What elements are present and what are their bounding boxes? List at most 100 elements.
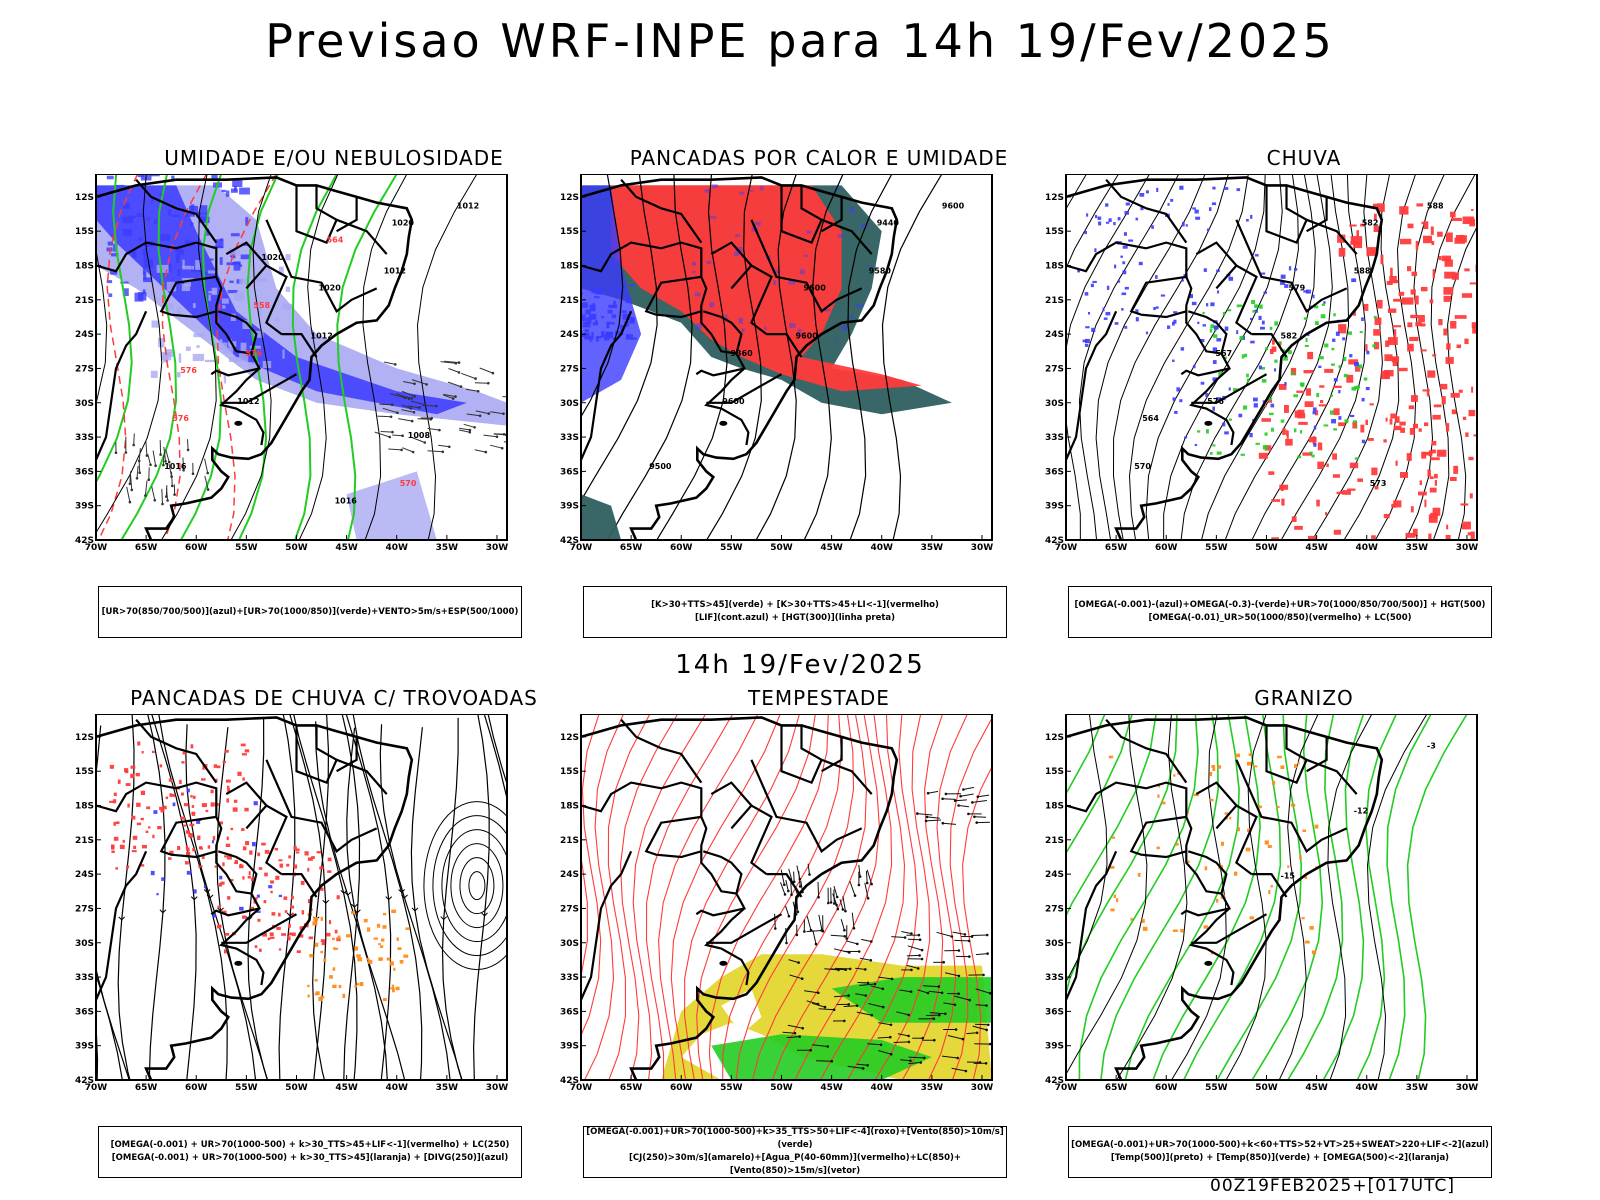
contour-line <box>1356 714 1398 1080</box>
field-cell <box>1114 264 1117 269</box>
lon-tick-label: 35W <box>1406 543 1429 553</box>
wind-vector-head <box>907 1013 910 1017</box>
field-cell <box>264 849 270 854</box>
field-cell <box>1318 365 1322 368</box>
field-cell <box>1357 478 1363 482</box>
lat-tick-label: 33S <box>560 433 579 443</box>
wind-vector-head <box>478 414 482 418</box>
field-cell <box>279 863 283 868</box>
wind-vector-head <box>476 389 480 393</box>
field-cell <box>867 265 872 269</box>
field-cell <box>1116 898 1119 903</box>
coastline <box>96 716 414 1080</box>
wind-vector <box>489 444 503 449</box>
field-cell <box>1467 532 1471 536</box>
field-cell <box>1227 309 1232 312</box>
field-cell <box>138 237 144 241</box>
contour-label: 564 <box>327 236 344 245</box>
wind-vector-head <box>857 950 861 953</box>
wind-vector-head <box>795 933 799 937</box>
field-cell <box>286 863 290 867</box>
field-cell <box>585 309 591 315</box>
wind-vector <box>947 1035 964 1040</box>
field-cell <box>323 958 327 963</box>
field-cell <box>141 844 147 849</box>
lon-tick-label: 70W <box>85 543 108 553</box>
field-cell <box>195 260 201 270</box>
field-cell <box>1393 280 1399 283</box>
field-cell <box>159 806 164 810</box>
stream-arrow <box>385 896 393 901</box>
contour-line <box>1066 174 1119 270</box>
field-cell <box>177 269 181 277</box>
field-cell <box>1465 432 1469 437</box>
map-frame <box>95 713 508 1081</box>
field-cell <box>397 947 402 950</box>
wind-vector-head <box>830 1059 834 1063</box>
wind-vector-head <box>889 1052 893 1056</box>
field-cell <box>366 957 370 960</box>
field-cell <box>1130 917 1133 921</box>
field-cell <box>224 949 227 954</box>
field-cell <box>239 906 244 911</box>
field-cell <box>1402 297 1414 305</box>
field-cell <box>291 932 296 937</box>
field-cell <box>338 984 342 989</box>
wind-vector <box>411 437 425 443</box>
humidity-mid-area <box>346 471 437 540</box>
field-cell <box>1103 317 1108 320</box>
field-cell <box>1343 356 1347 362</box>
wind-vector <box>383 361 396 365</box>
field-cell <box>1181 279 1184 282</box>
field-cell <box>217 342 228 350</box>
field-cell <box>1449 477 1457 481</box>
field-cell <box>293 864 298 869</box>
lon-tick-label: 50W <box>1255 543 1278 553</box>
field-cell <box>1398 291 1405 296</box>
wind-vector-head <box>844 968 847 971</box>
contour-label: 1012 <box>457 201 479 210</box>
field-cell <box>1472 326 1477 334</box>
lon-tick-label: 70W <box>570 1083 593 1093</box>
wind-vector-head <box>968 955 971 958</box>
lon-tick-label: 40W <box>1356 543 1379 553</box>
field-cell <box>1094 248 1097 253</box>
contour-line <box>607 714 651 1080</box>
wind-vector <box>438 444 450 448</box>
wind-vector-head <box>944 792 948 796</box>
political-border <box>159 275 217 319</box>
political-border <box>1265 725 1358 795</box>
field-cell <box>1374 485 1379 490</box>
field-cell <box>396 937 399 941</box>
field-cell <box>199 846 203 850</box>
political-border <box>1306 196 1328 233</box>
wind-vector-head <box>843 935 847 938</box>
wind-vector <box>906 964 919 969</box>
contour-line <box>1343 174 1400 540</box>
political-border <box>730 264 773 335</box>
wind-vector-head <box>916 812 919 815</box>
field-cell <box>122 202 130 209</box>
field-cell <box>226 836 229 841</box>
field-cell <box>1167 325 1171 329</box>
wind-vector <box>929 1012 946 1015</box>
wind-vector <box>833 886 838 898</box>
field-cell <box>182 265 191 270</box>
field-cell <box>1420 286 1428 292</box>
field-cell <box>209 258 214 261</box>
wind-vector <box>954 939 970 942</box>
field-cell <box>1451 217 1462 221</box>
lat-tick-label: 39S <box>560 1042 579 1052</box>
field-cell <box>1278 341 1282 344</box>
field-cell <box>342 993 346 998</box>
wind-vector-head <box>797 961 800 964</box>
field-cell <box>1445 535 1451 540</box>
political-border <box>217 850 258 894</box>
field-cell <box>107 241 113 246</box>
wind-vector <box>780 869 785 885</box>
lon-tick-label: 50W <box>770 1083 793 1093</box>
field-cell <box>806 230 812 234</box>
lat-tick-label: 42S <box>1045 536 1064 546</box>
lagoon <box>234 420 243 426</box>
